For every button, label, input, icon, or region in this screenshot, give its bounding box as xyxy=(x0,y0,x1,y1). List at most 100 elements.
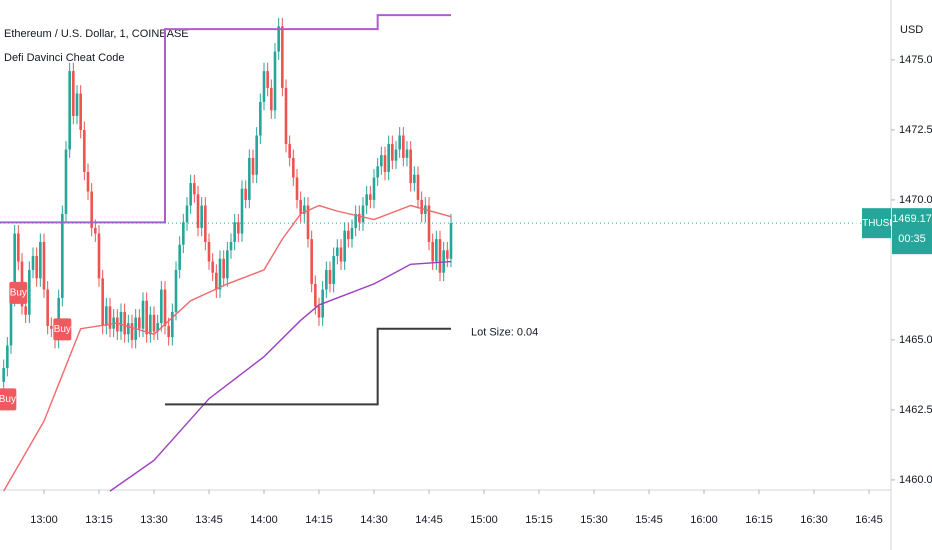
candle-body xyxy=(314,283,317,307)
candle-body xyxy=(79,93,82,130)
candle-body xyxy=(237,222,240,234)
x-tick-label: 13:45 xyxy=(195,514,223,526)
candle-body xyxy=(50,325,53,329)
buy-label: Buy xyxy=(0,394,16,405)
y-tick-label: 1470.00 xyxy=(899,194,932,206)
candle-body xyxy=(13,233,16,298)
candle-body xyxy=(75,93,79,116)
candle-body xyxy=(372,177,376,200)
candle-body xyxy=(262,71,266,102)
x-tick-label: 16:30 xyxy=(800,514,828,526)
x-tick-label: 15:45 xyxy=(635,514,663,526)
candle-body xyxy=(402,135,405,158)
x-tick-label: 16:00 xyxy=(690,514,718,526)
candle-body xyxy=(94,227,97,234)
indicator-name: Defi Davinci Cheat Code xyxy=(4,52,124,64)
x-tick-label: 16:15 xyxy=(745,514,773,526)
price-label: 1469.17 xyxy=(892,213,932,225)
candle-body xyxy=(167,325,170,338)
candle-body xyxy=(222,258,225,279)
candle-body xyxy=(405,149,409,158)
candle-body xyxy=(97,233,101,279)
candle-body xyxy=(171,311,174,338)
candle-body xyxy=(72,71,75,116)
candle-body xyxy=(420,199,423,214)
buy-label-box xyxy=(9,281,28,304)
x-tick-label: 15:15 xyxy=(525,514,553,526)
moving-average xyxy=(109,260,452,492)
candle-body xyxy=(277,26,280,52)
candle-body xyxy=(435,239,438,262)
candle-body xyxy=(138,317,141,329)
candle-body xyxy=(35,255,38,279)
candle-body xyxy=(332,255,335,284)
step-line xyxy=(165,327,451,406)
candle-body xyxy=(31,255,35,270)
candle-body xyxy=(328,269,332,284)
candle-body xyxy=(266,71,269,88)
candle-body xyxy=(273,51,277,111)
candle-body xyxy=(6,345,9,368)
candle-body xyxy=(149,314,152,335)
candle-body xyxy=(141,300,145,329)
candle-body xyxy=(127,323,130,335)
candle-body xyxy=(369,194,372,200)
candle-body xyxy=(46,289,49,326)
candle-body xyxy=(105,306,108,326)
candle-body xyxy=(233,222,236,242)
candle-body xyxy=(391,143,394,161)
candle-body xyxy=(28,269,31,315)
candle-body xyxy=(9,297,13,346)
candle-body xyxy=(365,194,368,206)
candle-body xyxy=(229,241,233,251)
candle-body xyxy=(251,157,255,175)
candle-body xyxy=(358,213,361,223)
candle-body xyxy=(303,205,306,214)
candle-body xyxy=(288,143,291,158)
x-tick-label: 14:00 xyxy=(250,514,278,526)
candle-body xyxy=(255,135,258,175)
candle-body xyxy=(211,261,214,273)
x-tick-label: 13:15 xyxy=(85,514,113,526)
buy-label: Buy xyxy=(10,288,27,299)
symbol-title: Ethereum / U.S. Dollar, 1, COINBASE xyxy=(4,28,189,40)
candle-body xyxy=(350,227,354,240)
x-tick-label: 15:00 xyxy=(470,514,498,526)
candle-body xyxy=(376,166,379,178)
candle-body xyxy=(431,241,434,262)
candle-body xyxy=(152,314,156,332)
x-tick-label: 13:30 xyxy=(140,514,168,526)
currency-label: USD xyxy=(900,24,923,36)
candle-body xyxy=(204,205,207,242)
candle-body xyxy=(123,311,126,335)
candle-body xyxy=(2,367,5,382)
candle-body xyxy=(317,306,321,318)
candle-body xyxy=(226,250,229,279)
buy-label-box xyxy=(0,388,17,411)
candle-body xyxy=(182,222,185,245)
candle-body xyxy=(156,323,159,332)
candle-body xyxy=(387,143,390,172)
candle-body xyxy=(270,87,273,111)
symbol-label-box xyxy=(862,208,891,239)
candle-body xyxy=(413,174,416,184)
candle-body xyxy=(116,317,119,332)
candle-body xyxy=(90,191,93,228)
candle-body xyxy=(130,323,134,340)
candle-body xyxy=(83,129,86,172)
candle-body xyxy=(380,155,383,167)
candle-body xyxy=(347,230,350,240)
symbol-label: ETHUSD xyxy=(855,218,896,229)
buy-label: Buy xyxy=(54,324,71,335)
candle-body xyxy=(248,157,251,200)
y-tick-label: 1475.00 xyxy=(899,54,932,66)
candle-body xyxy=(145,300,148,335)
y-tick-label: 1465.00 xyxy=(899,334,932,346)
x-tick-label: 16:45 xyxy=(855,514,883,526)
candle-body xyxy=(39,241,42,279)
candle-body xyxy=(292,157,295,178)
candle-body xyxy=(398,135,401,150)
candle-body xyxy=(449,223,453,259)
